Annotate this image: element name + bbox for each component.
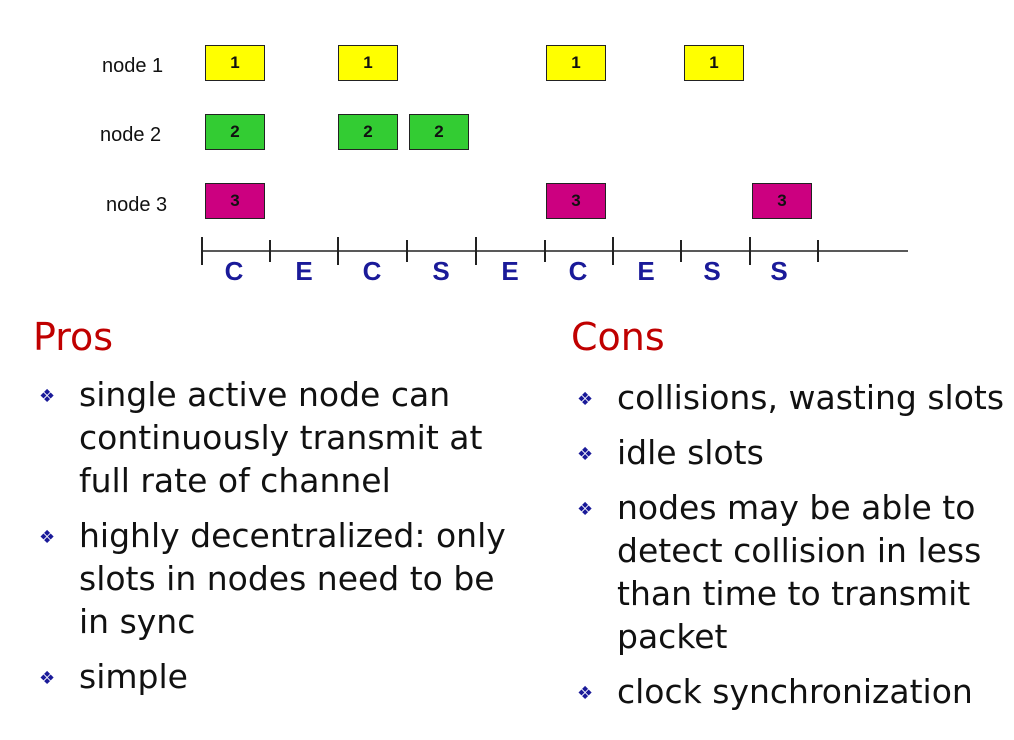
slot-outcome-label: E — [637, 256, 655, 286]
pros-item-text: highly decentralized: only slots in node… — [79, 516, 506, 641]
node-2-transmission: 2 — [205, 114, 265, 150]
node-2-transmission: 2 — [409, 114, 469, 150]
pros-item: ❖ highly decentralized: only slots in nod… — [33, 514, 533, 643]
slot-outcome-label: E — [501, 256, 519, 286]
node-3-transmission: 3 — [546, 183, 606, 219]
node-1-label: node 1 — [102, 55, 164, 77]
node-1-transmission: 1 — [205, 45, 265, 81]
slot-timeline — [201, 237, 908, 265]
pros-heading: Pros — [33, 315, 114, 359]
cons-item: ❖ collisions, wasting slots — [571, 376, 1011, 419]
node-1-transmission: 1 — [546, 45, 606, 81]
pros-list: ❖ single active node can continuously tra… — [33, 373, 533, 710]
node-3-label: node 3 — [106, 194, 168, 216]
cons-item-text: collisions, wasting slots — [617, 378, 1005, 417]
node-2-label: node 2 — [100, 124, 162, 146]
node-1-transmission: 1 — [338, 45, 398, 81]
cons-item: ❖ nodes may be able to detect collision i… — [571, 486, 1011, 658]
diamond-bullet-icon: ❖ — [577, 683, 594, 704]
node-3-transmission: 3 — [752, 183, 812, 219]
slot-outcome-label: S — [703, 256, 721, 286]
diamond-bullet-icon: ❖ — [577, 389, 594, 410]
diamond-bullet-icon: ❖ — [39, 668, 56, 689]
slot-outcome-label: S — [770, 256, 788, 286]
node-2-transmission: 2 — [338, 114, 398, 150]
pros-item-text: simple — [79, 657, 188, 696]
cons-item-text: clock synchronization — [617, 672, 973, 711]
slot-outcome-label: C — [224, 256, 244, 286]
pros-item: ❖ single active node can continuously tra… — [33, 373, 533, 502]
cons-item: ❖ idle slots — [571, 431, 1011, 474]
diamond-bullet-icon: ❖ — [39, 386, 56, 407]
diamond-bullet-icon: ❖ — [577, 444, 594, 465]
cons-item-text: nodes may be able to detect collision in… — [617, 488, 982, 656]
diamond-bullet-icon: ❖ — [577, 499, 594, 520]
cons-item-text: idle slots — [617, 433, 764, 472]
cons-item: ❖ clock synchronization — [571, 670, 1011, 713]
slot-outcome-label: C — [362, 256, 382, 286]
pros-item: ❖ simple — [33, 655, 533, 698]
diamond-bullet-icon: ❖ — [39, 527, 56, 548]
slot-outcome-label: E — [295, 256, 313, 286]
cons-heading: Cons — [571, 315, 665, 359]
node-3-transmission: 3 — [205, 183, 265, 219]
cons-list: ❖ collisions, wasting slots ❖ idle slots ❖… — [571, 376, 1011, 725]
pros-item-text: single active node can continuously tran… — [79, 375, 483, 500]
slot-outcome-label: C — [568, 256, 588, 286]
node-1-transmission: 1 — [684, 45, 744, 81]
slot-outcome-label: S — [432, 256, 450, 286]
